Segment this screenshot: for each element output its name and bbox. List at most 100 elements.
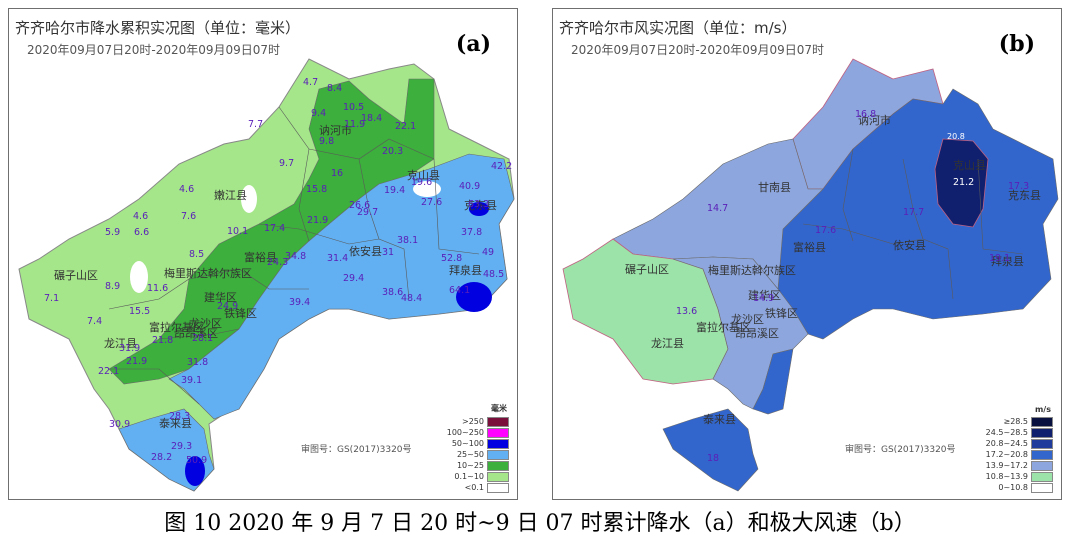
value-label: 21.8 bbox=[152, 335, 173, 346]
legend-label: 0~10.8 bbox=[998, 483, 1028, 492]
legend-swatch bbox=[487, 471, 509, 482]
county-label: 铁锋区 bbox=[224, 307, 257, 320]
value-label: 49 bbox=[482, 247, 494, 258]
county-label: 泰来县 bbox=[703, 412, 736, 426]
legend-swatch bbox=[1031, 482, 1053, 493]
panel-tag: (b) bbox=[998, 31, 1035, 57]
legend-swatch bbox=[487, 438, 509, 449]
county-label: 龙沙区 bbox=[189, 317, 222, 330]
legend-swatch bbox=[487, 449, 509, 460]
value-label: 17.3 bbox=[1008, 181, 1029, 192]
value-label: 28.1 bbox=[192, 333, 213, 344]
legend-item: 20.8~24.5 bbox=[985, 438, 1053, 449]
legend: 毫米 >250 100~250 50~100 25~50 10~25 0.1~10 <0.1 bbox=[441, 403, 509, 493]
legend-item: ≥28.5 bbox=[985, 416, 1053, 427]
value-label: 63.3 bbox=[468, 199, 489, 210]
value-label: 11.6 bbox=[147, 283, 168, 294]
county-label: 克山县 bbox=[953, 159, 986, 172]
county-label: 碾子山区 bbox=[625, 263, 669, 276]
value-label: 24.9 bbox=[217, 301, 238, 312]
value-label: 21.2 bbox=[953, 177, 974, 188]
value-label: 31 bbox=[382, 247, 394, 258]
county-label: 昂昂溪区 bbox=[735, 327, 779, 340]
map-spot-darkblue-2 bbox=[185, 456, 205, 486]
county-label: 梅里斯达斡尔族区 bbox=[708, 263, 796, 277]
value-label: 39.4 bbox=[289, 297, 310, 308]
value-label: 38.6 bbox=[382, 287, 403, 298]
value-label: 9.4 bbox=[311, 108, 326, 119]
county-label: 建华区 bbox=[204, 290, 237, 304]
legend-item: <0.1 bbox=[441, 482, 509, 493]
legend-swatch bbox=[1031, 449, 1053, 460]
value-label: 19.6 bbox=[411, 177, 432, 188]
value-label: 10.5 bbox=[343, 102, 364, 113]
value-label: 26.6 bbox=[349, 200, 370, 211]
legend-item: 10.8~13.9 bbox=[985, 471, 1053, 482]
county-label: 拜泉县 bbox=[449, 263, 482, 277]
county-label: 讷河市 bbox=[858, 113, 891, 127]
county-label: 建华区 bbox=[748, 288, 781, 302]
county-label: 龙江县 bbox=[104, 337, 137, 350]
legend-label: 10.8~13.9 bbox=[985, 472, 1028, 481]
county-label: 泰来县 bbox=[159, 416, 192, 430]
legend-title: m/s bbox=[1034, 405, 1051, 414]
county-labels: 嫩江县 讷河市 克山县 克东县 拜泉县 依安县 富裕县 梅里斯达斡尔族区 碾子山… bbox=[54, 123, 497, 430]
value-label: 37.8 bbox=[461, 227, 482, 238]
value-label: 21.9 bbox=[126, 356, 147, 367]
legend-swatch bbox=[487, 427, 509, 438]
county-labels: 讷河市 克山县 甘南县 克东县 富裕县 依安县 拜泉县 碾子山区 梅里斯达斡尔族… bbox=[625, 113, 1041, 426]
value-label: 19.1 bbox=[989, 253, 1010, 264]
value-label: 15.5 bbox=[129, 306, 150, 317]
county-label: 讷河市 bbox=[319, 123, 352, 137]
value-label: 31.9 bbox=[119, 343, 140, 354]
legend-title: 毫米 bbox=[491, 404, 507, 413]
value-label: 28.2 bbox=[151, 452, 172, 463]
wind-map-panel: 讷河市 克山县 甘南县 克东县 富裕县 依安县 拜泉县 碾子山区 梅里斯达斡尔族… bbox=[552, 8, 1062, 500]
value-label: 9.7 bbox=[279, 158, 294, 169]
value-label: 21.9 bbox=[307, 215, 328, 226]
county-label: 富裕县 bbox=[793, 240, 826, 254]
county-label: 富拉尔基区 bbox=[149, 320, 204, 334]
value-label: 13.6 bbox=[676, 306, 697, 317]
value-label: 8.5 bbox=[189, 249, 204, 260]
county-label: 克东县 bbox=[1008, 189, 1041, 202]
value-label: 8.4 bbox=[327, 83, 342, 94]
legend-item: 0.1~10 bbox=[441, 471, 509, 482]
value-label: 24.3 bbox=[267, 257, 288, 268]
value-label: 29.4 bbox=[343, 273, 364, 284]
map-spot-darkblue-3 bbox=[469, 202, 489, 216]
legend-swatch bbox=[1031, 471, 1053, 482]
value-label: 14.9 bbox=[753, 293, 774, 304]
value-label: 19.4 bbox=[384, 185, 405, 196]
value-label: 7.7 bbox=[248, 119, 263, 130]
legend-item: 13.9~17.2 bbox=[985, 460, 1053, 471]
value-label: 5.9 bbox=[105, 227, 120, 238]
value-label: 29.3 bbox=[171, 441, 192, 452]
legend-item: 17.2~20.8 bbox=[985, 449, 1053, 460]
county-label: 铁锋区 bbox=[765, 307, 798, 320]
value-label: 39.1 bbox=[181, 375, 202, 386]
county-borders bbox=[108, 106, 480, 405]
value-label: 27.6 bbox=[421, 197, 442, 208]
map-spot-white-2 bbox=[130, 261, 148, 293]
value-label: 4.7 bbox=[303, 77, 318, 88]
legend-swatch bbox=[1031, 427, 1053, 438]
legend-label: <0.1 bbox=[464, 483, 484, 492]
legend-label: 17.2~20.8 bbox=[985, 450, 1028, 459]
time-range: 2020年09月07日20时-2020年09月09日07时 bbox=[571, 43, 825, 57]
legend-label: 10~25 bbox=[456, 461, 484, 470]
value-label: 15.8 bbox=[306, 184, 327, 195]
value-label: 8.9 bbox=[105, 281, 120, 292]
value-label: 14.7 bbox=[707, 203, 728, 214]
legend-item: 0~10.8 bbox=[985, 482, 1053, 493]
legend-label: 100~250 bbox=[446, 428, 484, 437]
value-label: 4.6 bbox=[179, 184, 194, 195]
value-label: 20.8 bbox=[947, 132, 965, 141]
legend-item: 50~100 bbox=[441, 438, 509, 449]
county-label: 依安县 bbox=[893, 238, 926, 252]
county-borders bbox=[802, 148, 1024, 300]
value-label: 38.1 bbox=[397, 235, 418, 246]
legend-swatch bbox=[487, 416, 509, 427]
legend-swatch bbox=[487, 482, 509, 493]
legend-swatch bbox=[1031, 438, 1053, 449]
